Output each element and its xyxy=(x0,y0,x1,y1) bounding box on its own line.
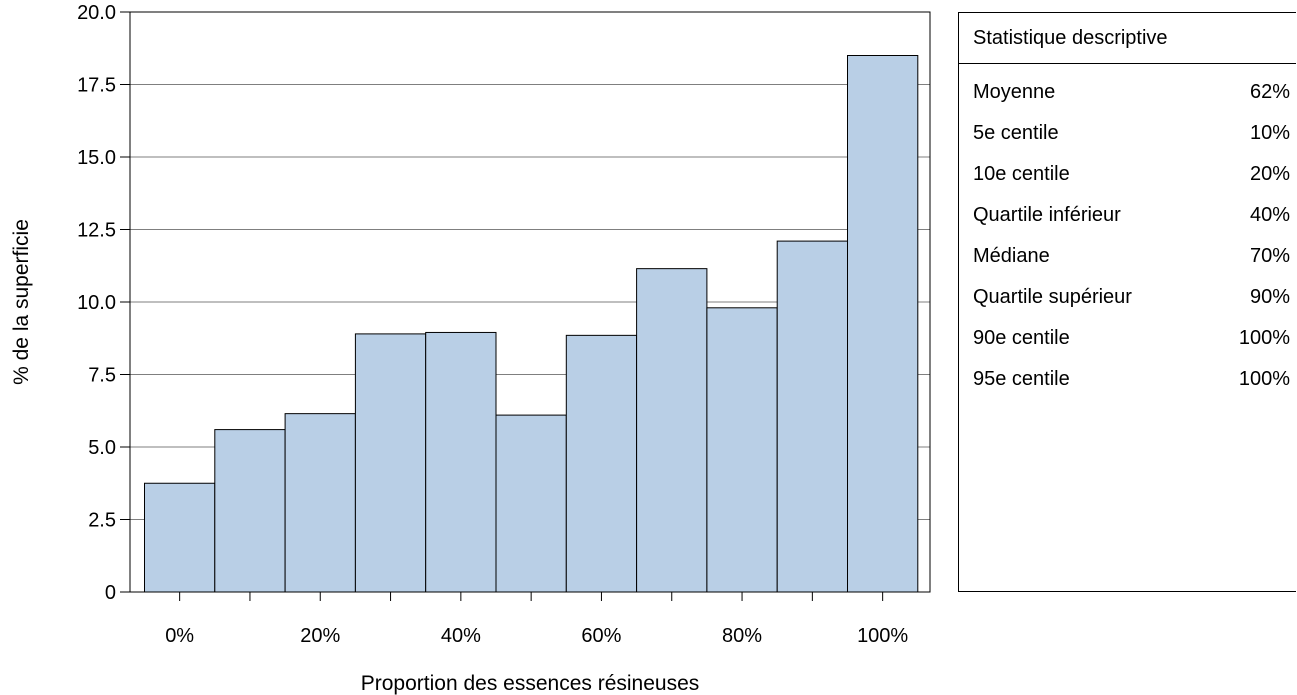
stats-row: Quartile inférieur 40% xyxy=(959,195,1296,236)
stats-row-label: Quartile supérieur xyxy=(973,286,1132,308)
y-tick-label: 7.5 xyxy=(88,365,116,387)
stats-row: 5e centile 10% xyxy=(959,113,1296,154)
stats-row-value: 100% xyxy=(1238,327,1290,349)
y-tick-label: 15.0 xyxy=(77,147,116,169)
stats-row-label: 10e centile xyxy=(973,163,1070,185)
y-tick-label: 10.0 xyxy=(77,292,116,314)
histogram-bar xyxy=(706,307,778,593)
histogram-chart: 0 2.5 5.0 7.5 10.0 12.5 15.0 17.5 20.0 0% 20% 40% 6… xyxy=(10,2,931,695)
y-tick-label: 0 xyxy=(105,582,116,604)
stats-row: Moyenne 62% xyxy=(959,72,1296,113)
histogram-bar xyxy=(847,55,919,593)
stats-row-value: 20% xyxy=(1249,163,1290,185)
y-tick-label: 12.5 xyxy=(77,220,116,242)
histogram-bar xyxy=(636,268,708,593)
x-tick-label: 100% xyxy=(857,625,908,647)
x-tick-label: 0% xyxy=(165,625,194,647)
x-axis: 0% 20% 40% 60% 80% 100% xyxy=(165,592,908,647)
x-tick-label: 40% xyxy=(441,625,481,647)
histogram-bar xyxy=(425,331,497,593)
histogram-bar xyxy=(144,482,216,593)
x-tick-label: 80% xyxy=(722,625,762,647)
y-axis-title: % de la superficie xyxy=(10,219,33,385)
stats-row: 90e centile 100% xyxy=(959,318,1296,359)
y-axis: 0 2.5 5.0 7.5 10.0 12.5 15.0 17.5 20.0 xyxy=(77,2,130,604)
stats-row-value: 10% xyxy=(1249,122,1290,144)
stats-row-label: Moyenne xyxy=(973,81,1056,103)
stats-row: Médiane 70% xyxy=(959,236,1296,277)
stats-row: 10e centile 20% xyxy=(959,154,1296,195)
stats-row-label: 5e centile xyxy=(973,122,1059,144)
histogram-bar xyxy=(776,240,849,593)
y-tick-label: 2.5 xyxy=(88,510,116,532)
stats-list: Moyenne 62% 5e centile 10% 10e centile 20% Qua… xyxy=(959,64,1296,400)
stats-row-value: 70% xyxy=(1249,245,1290,267)
stats-panel-title: Statistique descriptive xyxy=(959,13,1296,64)
x-tick-label: 60% xyxy=(581,625,621,647)
stats-row-value: 90% xyxy=(1249,286,1290,308)
bars xyxy=(144,55,919,593)
y-tick-label: 17.5 xyxy=(77,75,116,97)
histogram-bar xyxy=(354,333,427,593)
histogram-bar xyxy=(284,413,356,593)
histogram-bar xyxy=(565,334,638,593)
stats-row-value: 100% xyxy=(1238,368,1290,390)
x-axis-title: Proportion des essences résineuses xyxy=(361,672,700,695)
histogram-bar xyxy=(495,414,567,593)
descriptive-stats-panel: Statistique descriptive Moyenne 62% 5e cen… xyxy=(958,12,1296,592)
x-tick-label: 20% xyxy=(300,625,340,647)
stats-row: Quartile supérieur 90% xyxy=(959,277,1296,318)
stats-row: 95e centile 100% xyxy=(959,359,1296,400)
stats-row-label: Quartile inférieur xyxy=(973,204,1121,226)
stats-row-value: 62% xyxy=(1249,81,1290,103)
histogram-bar xyxy=(214,429,286,593)
stats-row-label: 95e centile xyxy=(973,368,1070,390)
stats-row-label: Médiane xyxy=(973,245,1050,267)
y-tick-label: 20.0 xyxy=(77,2,116,24)
stats-row-label: 90e centile xyxy=(973,327,1070,349)
y-tick-label: 5.0 xyxy=(88,437,116,459)
stats-row-value: 40% xyxy=(1249,204,1290,226)
